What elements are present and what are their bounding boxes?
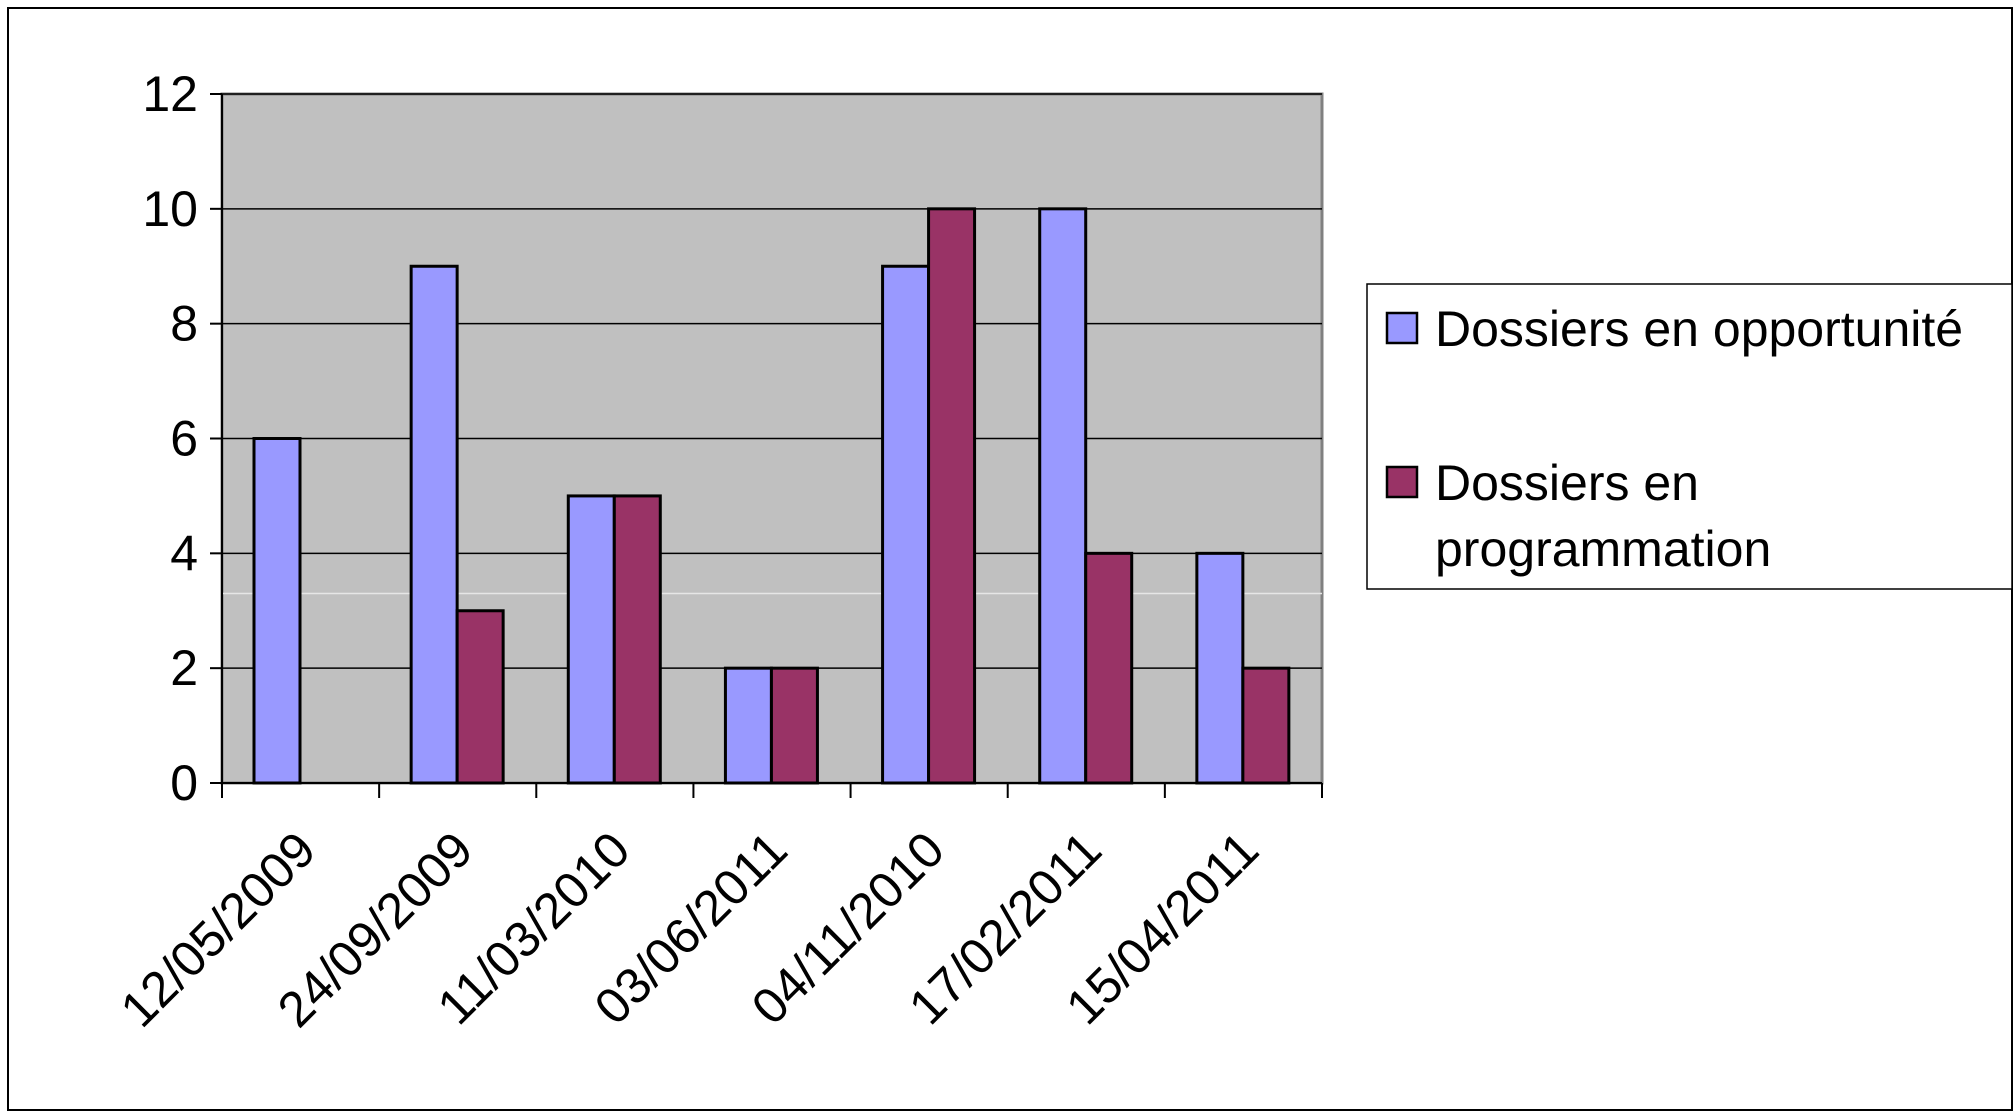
bar-programmation <box>1241 666 1291 785</box>
legend: Dossiers en opportunité Dossiers en progra… <box>1366 283 2013 590</box>
legend-box <box>1366 283 2013 590</box>
bar-opportunite <box>252 437 302 785</box>
y-tick-label: 4 <box>170 525 198 581</box>
y-tick-label: 6 <box>170 411 198 467</box>
y-tick-label: 0 <box>170 755 198 811</box>
bar-opportunite <box>1038 207 1088 785</box>
gridlines <box>222 93 1322 669</box>
bar-opportunite <box>881 264 931 785</box>
legend-label: Dossiers en opportunité <box>1435 301 1963 357</box>
bar-programmation <box>1084 551 1134 785</box>
bar-programmation <box>455 609 505 785</box>
bar-opportunite <box>1195 551 1245 785</box>
bar-programmation <box>769 666 819 785</box>
y-tick-label: 10 <box>142 181 198 237</box>
legend-label: programmation <box>1435 521 1771 577</box>
bar-opportunite <box>723 666 773 785</box>
bar-opportunite <box>409 264 459 785</box>
bar-opportunite <box>566 494 616 785</box>
bars <box>252 207 1291 785</box>
y-tick-label: 12 <box>142 66 198 122</box>
y-tick-label: 8 <box>170 296 198 352</box>
y-tick-label: 2 <box>170 640 198 696</box>
legend-swatch <box>1385 311 1419 345</box>
bar-programmation <box>612 494 662 785</box>
legend-swatch <box>1385 465 1419 499</box>
legend-label: Dossiers en <box>1435 455 1699 511</box>
bar-programmation <box>927 207 977 785</box>
